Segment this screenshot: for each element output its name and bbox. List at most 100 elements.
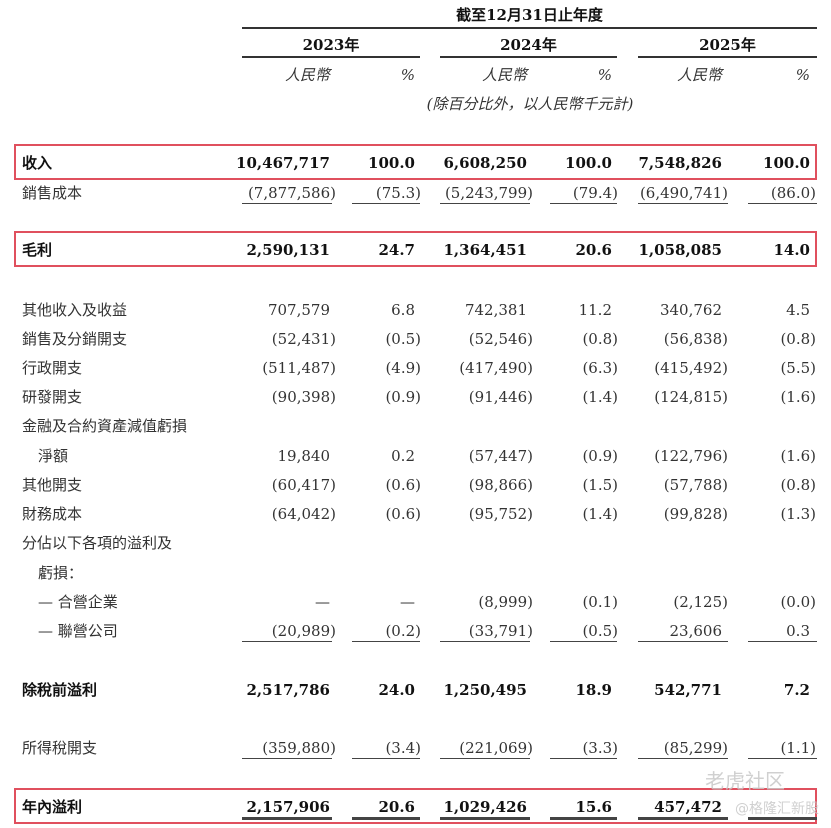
underline-rule [748,641,817,642]
percent-cell: 7.2 [783,681,810,699]
percent-cell: 4.5 [786,301,810,319]
percent-cell: 0.2 [391,447,415,465]
percent-cell: (0.8) [780,330,816,348]
underline-rule [748,203,817,204]
amount-cell: (99,828) [663,505,728,523]
percent-cell: 20.6 [575,241,612,259]
percent-cell: (1.6) [780,388,816,406]
percent-header: % [597,66,612,84]
percent-cell: (0.6) [385,505,421,523]
percent-cell: — [400,593,415,611]
amount-cell: (60,417) [271,476,336,494]
percent-cell: (0.2) [385,622,421,640]
underline-rule [638,817,728,820]
year-2025: 2025年 [699,36,756,54]
row-label: 研發開支 [22,388,83,406]
amount-cell: (52,546) [468,330,533,348]
row-label: 財務成本 [22,505,83,523]
amount-cell: (91,446) [468,388,533,406]
currency-header: 人民幣 [284,66,330,84]
amount-cell: 1,029,426 [443,798,527,816]
row-label: 收入 [22,154,53,172]
amount-cell: 2,157,906 [246,798,330,816]
amount-cell: 742,381 [464,301,527,319]
percent-cell: (1.4) [582,505,618,523]
underline-rule [440,817,530,820]
amount-cell: (56,838) [663,330,728,348]
amount-cell: 542,771 [654,681,722,699]
row-label: 其他開支 [22,476,83,494]
watermark-handle: @格隆汇新股 [735,801,819,817]
year-rule [242,56,420,58]
amount-cell: (90,398) [271,388,336,406]
row-label: — 合營企業 [38,593,118,611]
percent-cell: 24.0 [378,681,415,699]
underline-rule [550,641,617,642]
amount-cell: — [315,593,330,611]
percent-cell: 24.7 [378,241,415,259]
row-label: 金融及合約資產減值虧損 [22,417,188,435]
percent-cell: (0.5) [582,622,618,640]
underline-rule [748,758,817,759]
amount-cell: (20,989) [271,622,336,640]
underline-rule [550,758,617,759]
amount-cell: (122,796) [654,447,728,465]
highlight-box [14,788,817,824]
amount-cell: (417,490) [459,359,533,377]
underline-rule [352,641,420,642]
underline-rule [352,758,420,759]
percent-cell: (0.9) [582,447,618,465]
percent-cell: (0.1) [582,593,618,611]
percent-cell: (1.3) [780,505,816,523]
amount-cell: (7,877,586) [247,184,336,202]
row-label: 銷售及分銷開支 [22,330,128,348]
percent-cell: (0.9) [385,388,421,406]
header-rule [242,27,817,29]
amount-cell: (95,752) [468,505,533,523]
percent-cell: 100.0 [763,154,810,172]
percent-cell: (3.3) [582,739,618,757]
amount-cell: (6,490,741) [639,184,728,202]
row-label: 虧損： [38,564,84,582]
amount-cell: (98,866) [468,476,533,494]
year-2024: 2024年 [500,36,557,54]
underline-rule [748,817,817,820]
percent-cell: (79.4) [572,184,618,202]
underline-rule [440,641,530,642]
percent-cell: (3.4) [385,739,421,757]
amount-cell: 19,840 [277,447,331,465]
percent-cell: (86.0) [770,184,816,202]
amount-cell: 7,548,826 [638,154,722,172]
percent-cell: (0.8) [582,330,618,348]
amount-cell: 1,250,495 [443,681,527,699]
percent-header: % [795,66,810,84]
amount-cell: (2,125) [673,593,728,611]
percent-cell: 100.0 [565,154,612,172]
amount-cell: (57,447) [468,447,533,465]
percent-cell: (0.5) [385,330,421,348]
percent-cell: (0.0) [780,593,816,611]
underline-rule [550,817,617,820]
row-label: 年內溢利 [22,798,83,816]
percent-cell: 11.2 [578,301,612,319]
percent-cell: (0.8) [780,476,816,494]
amount-cell: 23,606 [669,622,723,640]
percent-cell: (0.6) [385,476,421,494]
row-label: 其他收入及收益 [22,301,128,319]
period-header: 截至12月31日止年度 [456,6,603,24]
amount-cell: (415,492) [654,359,728,377]
row-label: 分佔以下各項的溢利及 [22,534,173,552]
underline-rule [638,203,728,204]
watermark: 老虎社区 [705,769,785,793]
row-label: 除稅前溢利 [22,681,98,699]
amount-cell: (85,299) [663,739,728,757]
row-label: 淨額 [38,447,69,465]
amount-cell: (359,880) [262,739,336,757]
underline-rule [638,641,728,642]
amount-cell: (5,243,799) [444,184,533,202]
amount-cell: 457,472 [654,798,722,816]
underline-rule [242,758,332,759]
row-label: 行政開支 [22,359,83,377]
amount-cell: 340,762 [659,301,722,319]
amount-cell: (52,431) [271,330,336,348]
